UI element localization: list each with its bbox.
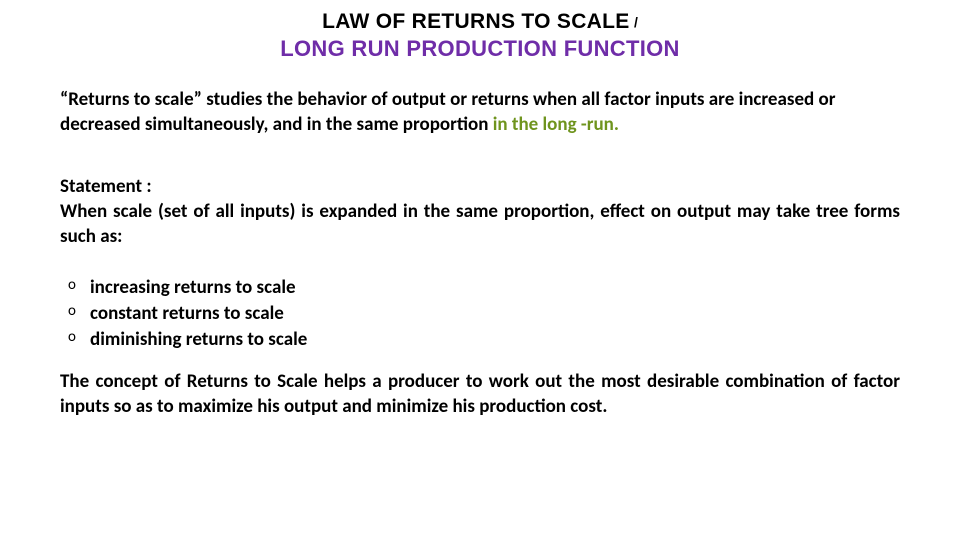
slide: LAW OF RETURNS TO SCALE / LONG RUN PRODU…	[0, 0, 960, 540]
intro-text: “Returns to scale” studies the behavior …	[60, 88, 835, 136]
title-line-1-wrap: LAW OF RETURNS TO SCALE /	[60, 10, 900, 34]
title-line-1: LAW OF RETURNS TO SCALE	[322, 10, 630, 33]
title-slash: /	[634, 14, 638, 30]
statement-body: When scale (set of all inputs) is expand…	[60, 200, 900, 248]
title-line-2: LONG RUN PRODUCTION FUNCTION	[60, 36, 900, 62]
intro-paragraph: “Returns to scale” studies the behavior …	[60, 88, 900, 137]
spacer	[60, 352, 900, 370]
list-item: constant returns to scale	[68, 301, 900, 327]
statement-paragraph: Statement : When scale (set of all input…	[60, 175, 900, 249]
list-item: diminishing returns to scale	[68, 327, 900, 353]
spacer	[60, 257, 900, 275]
conclusion-paragraph: The concept of Returns to Scale helps a …	[60, 370, 900, 419]
list-item: increasing returns to scale	[68, 275, 900, 301]
statement-label: Statement :	[60, 175, 152, 198]
intro-accent: in the long -run.	[493, 113, 619, 136]
bullet-list: increasing returns to scale constant ret…	[68, 275, 900, 352]
spacer	[60, 145, 900, 175]
title-block: LAW OF RETURNS TO SCALE / LONG RUN PRODU…	[60, 10, 900, 62]
